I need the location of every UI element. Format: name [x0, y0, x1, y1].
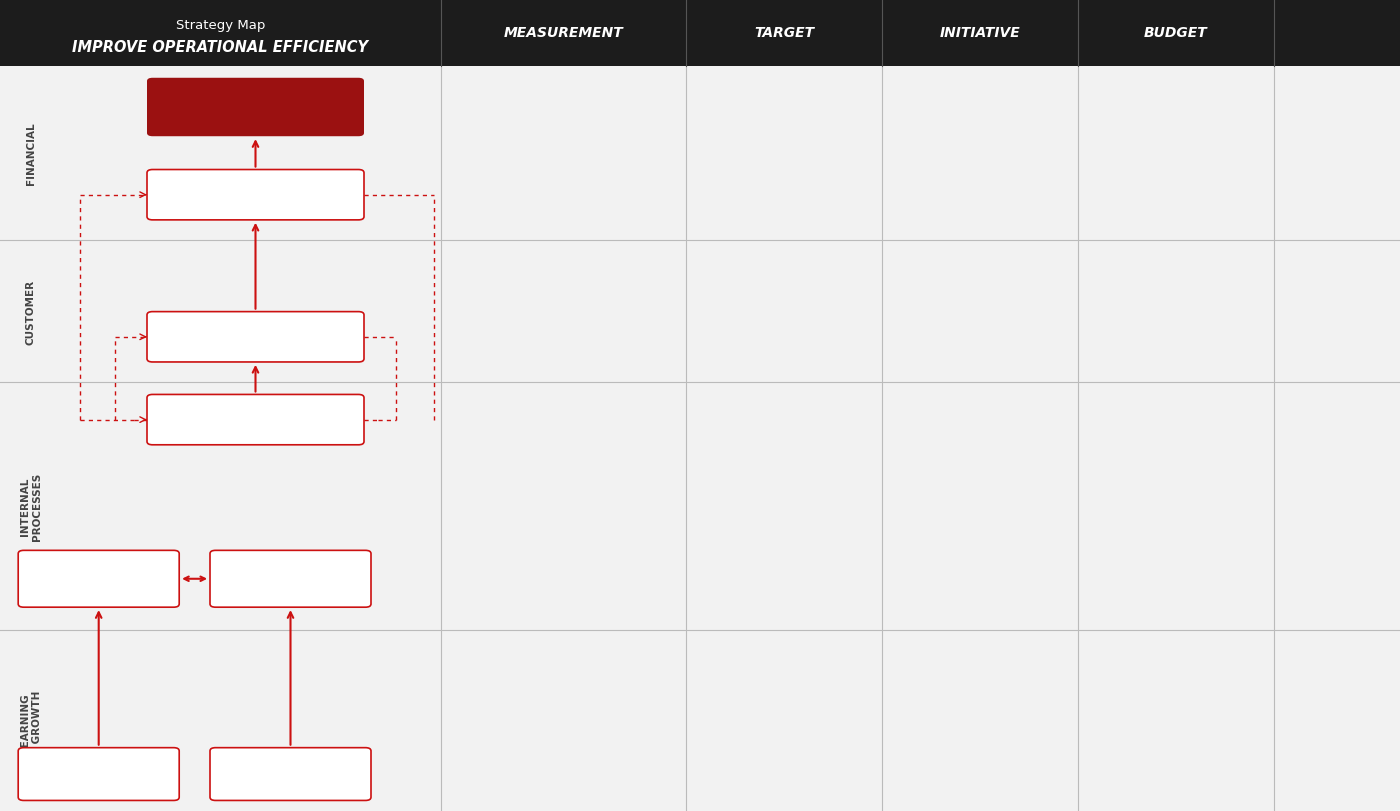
FancyBboxPatch shape: [210, 551, 371, 607]
FancyBboxPatch shape: [18, 748, 179, 800]
Text: LEARNING
& GROWTH: LEARNING & GROWTH: [20, 690, 42, 755]
Text: BUDGET: BUDGET: [1144, 26, 1208, 41]
Text: CUSTOMER: CUSTOMER: [25, 279, 36, 345]
FancyBboxPatch shape: [147, 170, 364, 221]
Text: INITIATIVE: INITIATIVE: [939, 26, 1021, 41]
Bar: [0, 241, 1400, 383]
Bar: [0, 383, 1400, 630]
Bar: [0, 630, 1400, 811]
FancyBboxPatch shape: [147, 312, 364, 363]
Text: IMPROVE OPERATIONAL EFFICIENCY: IMPROVE OPERATIONAL EFFICIENCY: [73, 41, 368, 55]
Text: Strategy Map: Strategy Map: [176, 19, 265, 32]
Text: TARGET: TARGET: [755, 26, 813, 41]
FancyBboxPatch shape: [210, 748, 371, 800]
FancyBboxPatch shape: [18, 551, 179, 607]
Text: FINANCIAL: FINANCIAL: [25, 122, 36, 185]
FancyBboxPatch shape: [147, 79, 364, 137]
Text: MEASUREMENT: MEASUREMENT: [504, 26, 623, 41]
Bar: [0, 0, 1400, 67]
FancyBboxPatch shape: [147, 395, 364, 445]
Bar: [0, 67, 1400, 241]
Text: INTERNAL
PROCESSES: INTERNAL PROCESSES: [20, 472, 42, 541]
